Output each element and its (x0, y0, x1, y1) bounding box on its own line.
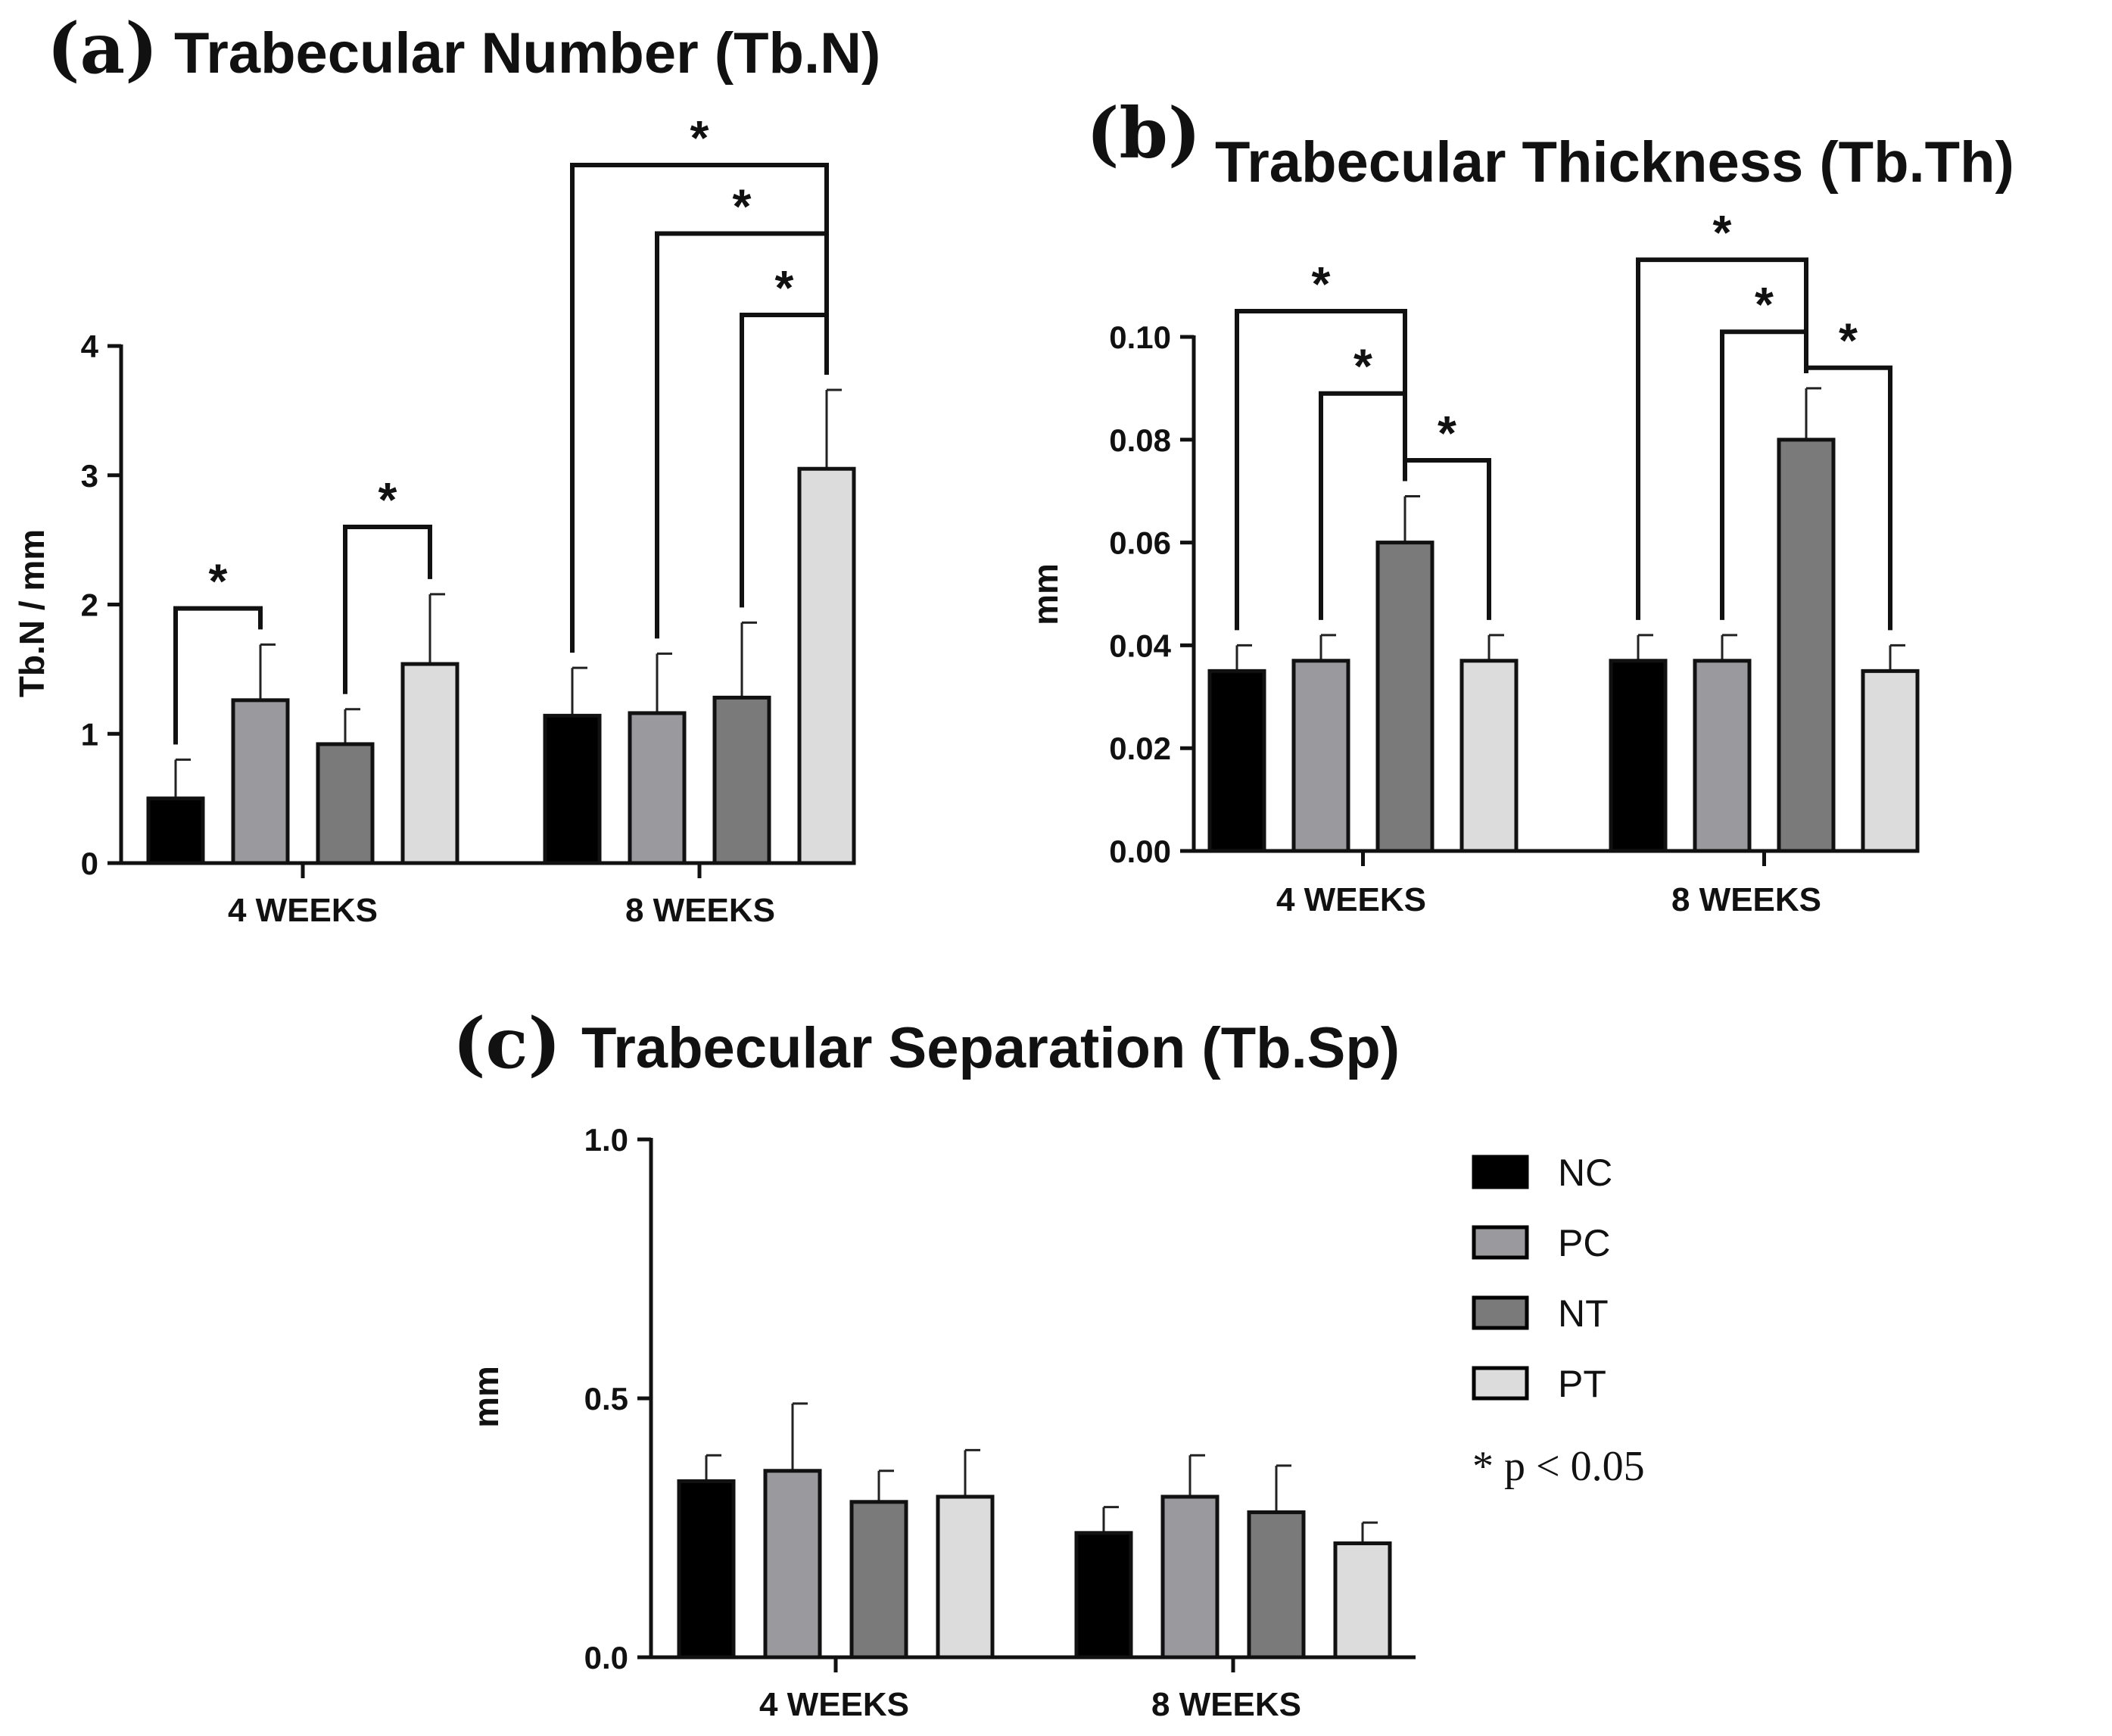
panel-a-y-tick-label-3: 2 (81, 587, 98, 623)
panel-b-significance-star-2: * (1353, 339, 1372, 394)
panel-c-plot-area: 0.0 0.5 1.0 (584, 1122, 1416, 1675)
panel-b-bar-nc-1 (1207, 669, 1266, 853)
panel-c-bar-nc-1 (677, 1479, 736, 1660)
panel-b-category-label-8-weeks: 8 WEEKS (1671, 881, 1821, 918)
panel-b-y-tick-label-3: 0.04 (1109, 628, 1171, 663)
panel-a-category-label-8-weeks: 8 WEEKS (625, 892, 775, 929)
panel-b-significance-bracket-3 (1403, 457, 1491, 620)
panel-c-bar-nc-2 (1074, 1531, 1133, 1660)
panel-a-significance-star-3: * (775, 260, 794, 315)
panel-b-significance-bracket-6 (1804, 365, 1892, 631)
panel-a-y-tick-label-2: 1 (81, 716, 98, 752)
panel-c-bar-nt-2 (1247, 1510, 1306, 1660)
panel-b-significance-star-3: * (1438, 406, 1456, 460)
panel-b-y-tick-label-4: 0.06 (1109, 525, 1171, 561)
panel-b-bar-pt-1 (1459, 659, 1519, 853)
panel-c-letter: (c) (453, 1002, 561, 1084)
panel-c-y-axis-label: mm (466, 1366, 506, 1428)
legend: NC PC NT PT * p < 0.05 (1472, 1152, 1645, 1490)
panel-c-bar-nt-1 (849, 1500, 908, 1660)
panel-a-y-tick-label-5: 4 (81, 329, 99, 364)
panel-b-significance-star-5: * (1755, 277, 1774, 332)
panel-b-trabecular-thickness: (b) Trabecular Thickness (Tb.Th) mm 4 WE… (1026, 92, 2014, 918)
panel-a-y-tick-label-1: 0 (81, 846, 98, 881)
panel-a-significance-bracket-1 (173, 606, 263, 745)
panel-a-bar-pt-1 (400, 662, 459, 865)
panel-b-y-tick-label-6: 0.10 (1109, 319, 1171, 355)
panel-c-title: Trabecular Separation (Tb.Sp) (581, 1016, 1400, 1080)
panel-a-bar-pc-2 (628, 711, 687, 865)
panel-c-bar-pt-1 (936, 1494, 995, 1660)
panel-a-bar-pc-1 (231, 698, 290, 865)
panel-a-significance-star-2: * (378, 472, 397, 527)
panel-a-significance-star-5: * (690, 111, 709, 165)
panel-b-y-tick-label-5: 0.08 (1109, 422, 1171, 458)
panel-b-letter: (b) (1086, 92, 1201, 174)
legend-label-nt: NT (1558, 1292, 1609, 1335)
panel-b-bar-nt-1 (1375, 541, 1434, 853)
legend-swatch-nc (1472, 1155, 1529, 1189)
panel-a-plot-area: 0 1 2 3 4 * * * * * (81, 111, 856, 881)
panel-a-bar-pt-2 (797, 466, 856, 865)
panel-c-bar-pt-2 (1333, 1541, 1392, 1660)
panel-a-letter: (a) (47, 8, 158, 89)
panel-a-significance-bracket-5 (570, 162, 829, 653)
legend-swatch-pt (1472, 1366, 1529, 1401)
panel-c-bar-pc-1 (763, 1469, 822, 1660)
panel-a-trabecular-number: (a) Trabecular Number (Tb.N) Tb.N / mm 4… (12, 8, 880, 929)
panel-a-bar-nc-2 (543, 713, 602, 865)
panel-b-bar-pc-1 (1291, 659, 1350, 853)
panel-c-category-label-4-weeks: 4 WEEKS (759, 1686, 909, 1723)
panel-b-bar-nt-2 (1777, 438, 1836, 853)
panel-b-significance-bracket-2 (1319, 391, 1407, 620)
panel-a-category-label-4-weeks: 4 WEEKS (228, 892, 378, 929)
legend-label-nc: NC (1558, 1152, 1612, 1194)
panel-a-significance-star-1: * (209, 554, 228, 609)
legend-swatch-nt (1472, 1295, 1529, 1330)
legend-label-pc: PC (1558, 1222, 1610, 1264)
panel-c-category-label-8-weeks: 8 WEEKS (1151, 1686, 1301, 1723)
panel-b-bar-nc-2 (1609, 659, 1668, 853)
significance-note: * p < 0.05 (1472, 1443, 1645, 1490)
panel-a-y-tick-label-4: 3 (81, 458, 98, 494)
panel-a-bar-nt-1 (316, 742, 375, 865)
legend-label-pt: PT (1558, 1363, 1606, 1405)
panel-a-bar-nt-2 (712, 695, 771, 865)
panel-b-y-tick-label-1: 0.00 (1109, 834, 1171, 869)
panel-a-significance-bracket-2 (343, 525, 432, 694)
panel-b-bar-pt-2 (1861, 669, 1920, 853)
panel-c-y-tick-label-3: 1.0 (584, 1122, 628, 1158)
panel-b-significance-star-4: * (1713, 205, 1732, 260)
panel-c-y-tick-label-2: 0.5 (584, 1381, 628, 1417)
panel-b-title: Trabecular Thickness (Tb.Th) (1215, 130, 2014, 195)
panel-b-y-axis-label: mm (1026, 563, 1065, 625)
panel-c-trabecular-separation: (c) Trabecular Separation (Tb.Sp) mm 4 W… (453, 1002, 1416, 1723)
panel-b-significance-star-6: * (1839, 313, 1858, 368)
panel-b-bar-pc-2 (1693, 659, 1752, 853)
panel-a-bar-nc-1 (146, 796, 205, 865)
panel-a-y-axis-label: Tb.N / mm (12, 529, 51, 697)
panel-c-y-tick-label-1: 0.0 (584, 1640, 628, 1675)
panel-c-bar-pc-2 (1160, 1494, 1220, 1660)
panel-b-significance-star-1: * (1312, 257, 1331, 311)
panel-b-y-tick-label-2: 0.02 (1109, 731, 1171, 766)
panel-b-category-label-4-weeks: 4 WEEKS (1276, 881, 1426, 918)
legend-swatch-pc (1472, 1225, 1529, 1260)
panel-a-significance-star-4: * (733, 179, 752, 233)
panel-b-significance-bracket-5 (1720, 329, 1808, 620)
panel-b-significance-bracket-4 (1636, 257, 1808, 620)
panel-a-title: Trabecular Number (Tb.N) (174, 21, 880, 86)
panel-b-plot-area: 0.00 0.02 0.04 0.06 0.08 0.10 * * * * * * (1109, 205, 1920, 869)
